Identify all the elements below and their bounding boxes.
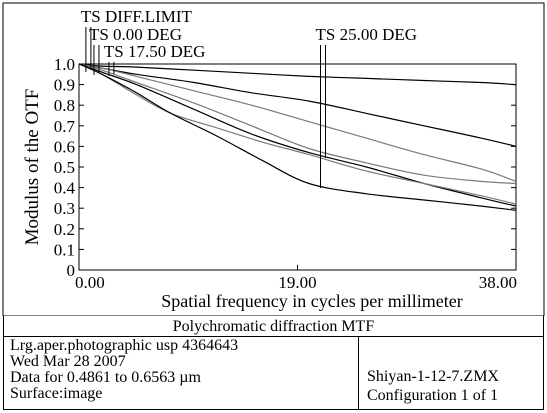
y-tick-label: 0.2 (54, 220, 75, 239)
info-table: Polychromatic diffraction MTF Lrg.aper.p… (3, 316, 544, 410)
x-axis-label: Spatial frequency in cycles per millimet… (161, 291, 462, 311)
y-tick-label: 0.3 (54, 199, 75, 218)
y-tick-label: 1.0 (54, 55, 75, 74)
plot-caption: Polychromatic diffraction MTF (4, 316, 543, 337)
file-name: Shiyan-1-12-7.ZMX (367, 368, 499, 385)
mtf-curve-4 (78, 63, 517, 185)
outer-border (2, 2, 545, 316)
configuration-text: Configuration 1 of 1 (367, 387, 499, 404)
mtf-curve-1 (78, 63, 517, 86)
mtf-curve-2 (78, 63, 517, 147)
y-tick-label: 0.9 (54, 76, 75, 95)
y-tick-label: 0.4 (54, 179, 76, 198)
x-tick-label: 0.00 (75, 273, 105, 292)
date-text: Wed Mar 28 2007 (10, 353, 126, 370)
y-tick-label: 0.7 (54, 117, 76, 136)
mtf-curve-6 (78, 63, 517, 205)
wavelength-range: Data for 0.4861 to 0.6563 µm (10, 369, 201, 386)
y-tick-label: 0.1 (54, 240, 75, 259)
field-label-4: TS 25.00 DEG (316, 25, 418, 44)
field-label-3: TS 17.50 DEG (104, 42, 206, 61)
surface-text: Surface:image (10, 385, 103, 402)
y-tick-label: 0.8 (54, 96, 75, 115)
mtf-curve-3 (78, 63, 517, 182)
y-tick-label: 0 (67, 261, 76, 280)
lens-info: Lrg.aper.photographic usp 4364643 Wed Ma… (4, 337, 359, 409)
x-tick-label: 38.00 (479, 273, 517, 292)
y-tick-label: 0.5 (54, 158, 75, 177)
plot-area (78, 63, 517, 271)
mtf-curve-5 (78, 63, 517, 207)
x-tick-label: 19.00 (278, 273, 316, 292)
lens-title: Lrg.aper.photographic usp 4364643 (10, 337, 239, 354)
mtf-curve-7 (78, 63, 517, 211)
y-axis-label: Modulus of the OTF (22, 89, 43, 246)
file-info: Shiyan-1-12-7.ZMX Configuration 1 of 1 (359, 337, 545, 409)
field-label-1: TS DIFF.LIMIT (81, 7, 193, 26)
field-label-2: TS 0.00 DEG (89, 25, 182, 44)
y-tick-label: 0.6 (54, 137, 75, 156)
